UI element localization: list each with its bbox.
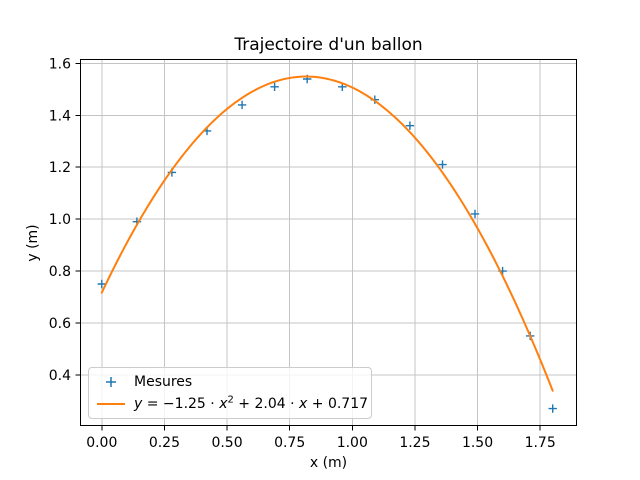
data-point-marker <box>270 82 279 91</box>
legend: Mesures y = −1.25 ⋅ x2 + 2.04 ⋅ x + 0.71… <box>88 367 372 419</box>
y-tick-label: 1.0 <box>49 212 71 228</box>
fit-line-icon <box>95 397 127 411</box>
plot-border <box>80 59 577 426</box>
legend-label-fit-equation: y = −1.25 ⋅ x2 + 2.04 ⋅ x + 0.717 <box>134 394 369 413</box>
legend-entry-fit: y = −1.25 ⋅ x2 + 2.04 ⋅ x + 0.717 <box>95 393 369 415</box>
plus-marker-icon <box>95 375 127 389</box>
x-axis-label: x (m) <box>309 455 348 471</box>
y-tick-label: 0.8 <box>49 264 71 280</box>
y-tick-label: 1.2 <box>49 160 71 176</box>
x-tick-label: 1.25 <box>399 435 430 451</box>
data-point-marker <box>438 160 447 169</box>
x-tick-label: 1.50 <box>462 435 493 451</box>
chart-title: Trajectoire d'un ballon <box>234 35 423 55</box>
x-tick-label: 0.75 <box>274 435 305 451</box>
y-tick-label: 1.4 <box>49 108 71 124</box>
data-point-marker <box>237 100 247 110</box>
y-tick-label: 0.4 <box>49 368 71 384</box>
legend-label-measures: Mesures <box>134 373 193 390</box>
y-tick-label: 1.6 <box>49 56 71 72</box>
data-point-marker <box>97 279 106 289</box>
x-tick-label: 0.50 <box>211 435 242 451</box>
x-tick-label: 0.25 <box>149 435 180 451</box>
x-tick-label: 0.00 <box>86 435 117 451</box>
legend-entry-measures: Mesures <box>95 371 365 393</box>
fit-curve <box>100 75 554 392</box>
x-tick-label: 1.00 <box>337 435 368 451</box>
data-point-marker <box>405 121 415 130</box>
y-tick-label: 0.6 <box>49 316 71 332</box>
data-point-marker <box>548 404 557 413</box>
y-axis-label: y (m) <box>25 224 41 262</box>
x-tick-label: 1.75 <box>525 435 556 451</box>
data-point-marker <box>470 209 480 219</box>
